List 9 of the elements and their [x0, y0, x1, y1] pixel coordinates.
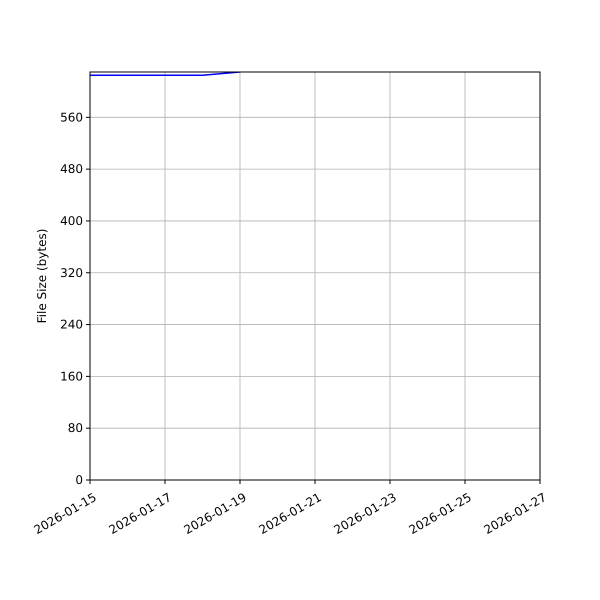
y-tick-label: 240	[60, 318, 83, 332]
y-tick-label: 80	[68, 421, 83, 436]
y-tick-label: 320	[60, 266, 83, 280]
y-tick-label: 480	[60, 162, 83, 176]
y-tick-label: 0	[75, 473, 83, 487]
y-tick-label: 160	[60, 369, 83, 384]
y-tick-label: 400	[60, 214, 83, 228]
y-axis-title: File Size (bytes)	[35, 228, 49, 324]
y-tick-label: 560	[60, 110, 83, 124]
